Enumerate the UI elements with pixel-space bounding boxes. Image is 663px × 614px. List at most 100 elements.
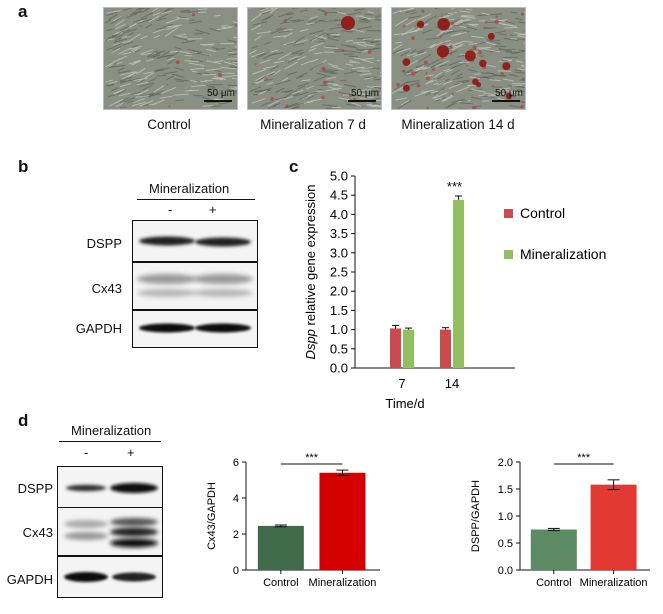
cell-streak — [175, 47, 182, 50]
cell-streak — [264, 87, 273, 91]
cell-streak — [188, 62, 205, 67]
cell-streak — [452, 43, 465, 48]
cell-streak — [433, 92, 448, 100]
cell-streak — [258, 89, 268, 96]
scale-bar-control — [204, 100, 232, 102]
cell-streak — [136, 79, 146, 84]
cell-streak — [414, 67, 431, 72]
cell-streak — [156, 17, 167, 22]
cell-streak — [259, 8, 266, 10]
cell-streak — [178, 16, 187, 19]
cell-streak — [112, 41, 127, 46]
cell-streak — [162, 23, 174, 28]
mineral-nodule — [437, 17, 450, 31]
cell-streak — [320, 10, 329, 14]
cell-streak — [292, 19, 305, 23]
c-y-tick-label: 2.5 — [330, 265, 348, 280]
cell-streak — [270, 27, 286, 35]
blot-d-group-label: Mineralization — [71, 423, 152, 438]
cell-streak — [496, 87, 511, 91]
c-bar-mineralization — [403, 329, 414, 368]
cell-streak — [291, 106, 301, 109]
cell-streak — [136, 8, 144, 10]
mineral-nodule — [505, 92, 513, 100]
cell-streak — [306, 22, 315, 25]
cell-streak — [405, 79, 420, 84]
cell-streak — [112, 45, 122, 51]
c-bar-mineralization — [453, 199, 464, 368]
cell-streak — [282, 21, 290, 24]
c-y-tick-label: 1.5 — [330, 303, 348, 318]
stain-speck — [484, 21, 487, 24]
stain-speck — [348, 94, 352, 97]
cell-streak — [515, 60, 524, 63]
cell-streak — [455, 31, 467, 36]
cell-streak — [251, 97, 266, 104]
cell-streak — [373, 78, 381, 81]
cell-streak — [155, 50, 166, 54]
cell-streak — [370, 40, 379, 44]
cell-streak — [218, 101, 230, 105]
cell-streak — [202, 73, 217, 76]
cell-streak — [112, 55, 128, 63]
cell-streak — [410, 49, 417, 54]
cell-streak — [497, 97, 506, 101]
cell-streak — [259, 9, 270, 15]
cell-streak — [141, 12, 154, 19]
cell-streak — [121, 51, 132, 55]
cell-streak — [395, 41, 402, 44]
cell-streak — [489, 13, 503, 16]
cell-streak — [133, 59, 141, 63]
cell-streak — [152, 28, 165, 34]
cell-streak — [328, 19, 338, 22]
cell-streak — [134, 49, 141, 53]
d-y-tick-label: 0.0 — [498, 565, 513, 577]
stain-speck — [500, 72, 504, 76]
stain-speck — [451, 92, 454, 95]
cell-streak — [412, 65, 425, 73]
cell-streak — [442, 95, 454, 102]
stain-speck — [477, 50, 482, 55]
cell-streak — [145, 23, 153, 29]
cell-streak — [214, 14, 222, 17]
cell-streak — [272, 102, 281, 108]
cell-streak — [267, 72, 276, 76]
mineral-nodule — [476, 82, 482, 88]
cell-streak — [187, 10, 201, 14]
cell-streak — [438, 78, 450, 84]
cell-streak — [327, 36, 337, 39]
cell-streak — [184, 89, 193, 92]
cell-streak — [230, 87, 237, 90]
cell-streak — [477, 14, 490, 17]
cell-streak — [448, 60, 462, 66]
stain-speck — [449, 52, 453, 55]
cell-streak — [349, 50, 362, 54]
cell-streak — [185, 52, 198, 55]
mineral-nodule — [464, 50, 476, 62]
cell-streak — [497, 47, 513, 52]
stain-speck — [321, 66, 326, 71]
cell-streak — [345, 103, 356, 107]
cell-streak — [451, 44, 462, 51]
cell-streak — [117, 67, 125, 72]
cell-streak — [447, 49, 458, 55]
cell-streak — [341, 29, 352, 33]
cell-streak — [514, 31, 525, 36]
cell-streak — [161, 10, 172, 14]
cell-streak — [478, 94, 485, 97]
cell-streak — [288, 55, 300, 61]
cell-streak — [425, 74, 434, 77]
cell-streak — [275, 79, 291, 86]
c-x-tick-label: 7 — [398, 376, 405, 391]
cell-streak — [507, 85, 523, 88]
cell-streak — [371, 97, 381, 101]
cell-streak — [187, 38, 203, 40]
cell-streak — [435, 8, 440, 10]
cell-streak — [147, 51, 162, 58]
cell-streak — [435, 96, 446, 102]
cell-streak — [134, 94, 150, 98]
cell-streak — [309, 33, 324, 42]
chart-c: 0.0 0.5 1.0 1.5 2.0 2.5 3.0 3.5 4.0 4.5 5.0 7 14 *** T… — [303, 169, 606, 412]
cell-streak — [405, 66, 419, 74]
cell-streak — [309, 62, 323, 71]
